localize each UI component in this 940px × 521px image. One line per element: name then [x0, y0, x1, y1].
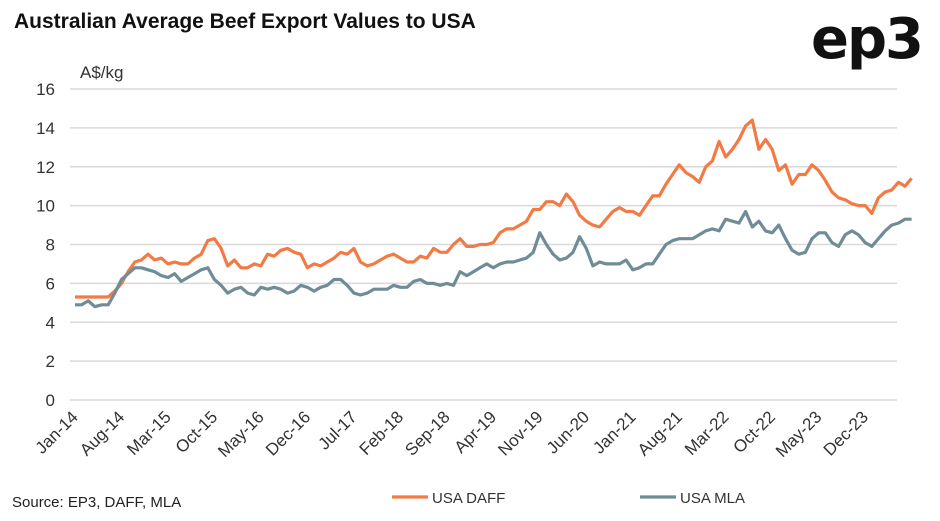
x-tick-label: Oct-22 — [730, 407, 780, 457]
source-note: Source: EP3, DAFF, MLA — [12, 494, 182, 511]
x-tick-label: Jul-17 — [315, 407, 361, 453]
series-line-usa-mla — [75, 209, 912, 309]
y-tick-label: 0 — [46, 391, 55, 410]
ep3-logo: ep3 — [810, 7, 924, 72]
y-tick-label: 10 — [36, 197, 55, 216]
x-tick-label: Feb-18 — [356, 407, 408, 459]
x-tick-label: Jan-14 — [32, 407, 82, 457]
chart-title: Australian Average Beef Export Values to… — [14, 10, 476, 33]
y-axis-label: A$/kg — [80, 63, 123, 82]
y-tick-label: 2 — [46, 352, 55, 371]
y-tick-label: 16 — [36, 80, 55, 99]
x-tick-label: Sep-18 — [401, 407, 453, 459]
y-tick-label: 14 — [36, 119, 55, 138]
x-tick-label: Nov-19 — [494, 407, 546, 459]
legend-label: USA DAFF — [432, 490, 505, 507]
x-tick-label: Apr-19 — [451, 407, 501, 457]
x-tick-label: Aug-21 — [634, 407, 686, 459]
y-tick-label: 12 — [36, 158, 55, 177]
x-tick-label: Mar-22 — [681, 407, 733, 459]
x-tick-label: Oct-15 — [172, 407, 222, 457]
x-tick-label: Dec-16 — [262, 407, 314, 459]
x-tick-label: Jun-20 — [543, 407, 593, 457]
x-tick-label: Mar-15 — [123, 407, 175, 459]
x-tick-label: May-16 — [214, 407, 268, 461]
x-tick-label: Dec-23 — [820, 407, 872, 459]
legend-label: USA MLA — [680, 490, 745, 507]
y-tick-label: 8 — [46, 236, 55, 255]
y-tick-label: 4 — [46, 313, 55, 332]
x-tick-label: Jan-21 — [589, 407, 639, 457]
x-tick-label: Aug-14 — [76, 407, 128, 459]
x-tick-label: May-23 — [772, 407, 826, 461]
y-tick-label: 6 — [46, 274, 55, 293]
